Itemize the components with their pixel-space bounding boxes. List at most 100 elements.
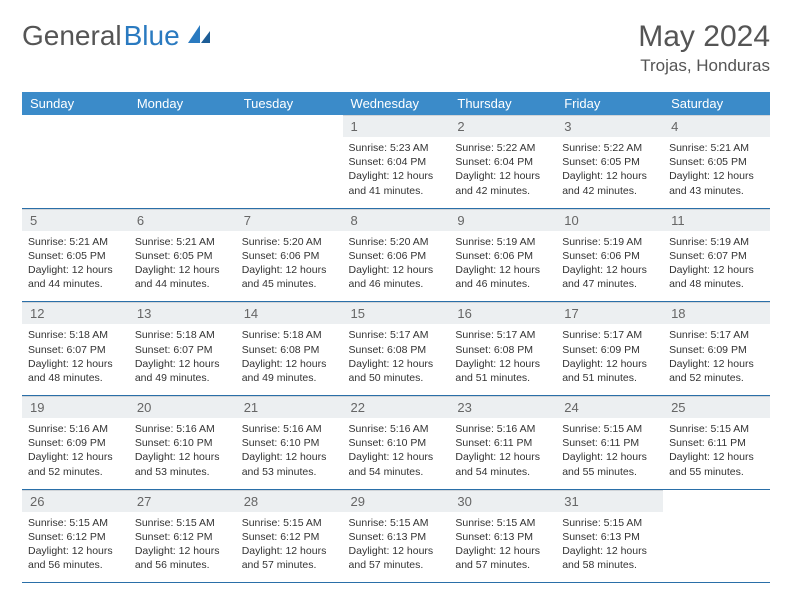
day-details: Sunrise: 5:15 AMSunset: 6:11 PMDaylight:…: [663, 418, 770, 489]
calendar-day-cell: 20Sunrise: 5:16 AMSunset: 6:10 PMDayligh…: [129, 396, 236, 490]
calendar-body: 1Sunrise: 5:23 AMSunset: 6:04 PMDaylight…: [22, 115, 770, 583]
day-details: Sunrise: 5:15 AMSunset: 6:13 PMDaylight:…: [556, 512, 663, 583]
calendar-day-cell: 24Sunrise: 5:15 AMSunset: 6:11 PMDayligh…: [556, 396, 663, 490]
title-block: May 2024 Trojas, Honduras: [638, 20, 770, 76]
day-details: Sunrise: 5:18 AMSunset: 6:08 PMDaylight:…: [236, 324, 343, 395]
day-details: Sunrise: 5:19 AMSunset: 6:06 PMDaylight:…: [556, 231, 663, 302]
weekday-header-row: SundayMondayTuesdayWednesdayThursdayFrid…: [22, 92, 770, 115]
weekday-header: Friday: [556, 92, 663, 115]
month-title: May 2024: [638, 20, 770, 54]
calendar-table: SundayMondayTuesdayWednesdayThursdayFrid…: [22, 92, 770, 583]
day-number: 4: [663, 115, 770, 137]
day-details: Sunrise: 5:15 AMSunset: 6:11 PMDaylight:…: [556, 418, 663, 489]
day-number: 10: [556, 209, 663, 231]
calendar-day-cell: 21Sunrise: 5:16 AMSunset: 6:10 PMDayligh…: [236, 396, 343, 490]
day-number: 19: [22, 396, 129, 418]
day-number: 6: [129, 209, 236, 231]
calendar-day-cell: 15Sunrise: 5:17 AMSunset: 6:08 PMDayligh…: [343, 302, 450, 396]
calendar-day-cell: 27Sunrise: 5:15 AMSunset: 6:12 PMDayligh…: [129, 489, 236, 583]
calendar-day-cell: 18Sunrise: 5:17 AMSunset: 6:09 PMDayligh…: [663, 302, 770, 396]
day-details: Sunrise: 5:19 AMSunset: 6:06 PMDaylight:…: [449, 231, 556, 302]
day-number: 17: [556, 302, 663, 324]
day-number: 23: [449, 396, 556, 418]
day-number: 5: [22, 209, 129, 231]
calendar-day-cell: 14Sunrise: 5:18 AMSunset: 6:08 PMDayligh…: [236, 302, 343, 396]
weekday-header: Thursday: [449, 92, 556, 115]
day-number: 29: [343, 490, 450, 512]
calendar-week-row: 12Sunrise: 5:18 AMSunset: 6:07 PMDayligh…: [22, 302, 770, 396]
weekday-header: Wednesday: [343, 92, 450, 115]
calendar-day-cell: 17Sunrise: 5:17 AMSunset: 6:09 PMDayligh…: [556, 302, 663, 396]
calendar-day-cell: 10Sunrise: 5:19 AMSunset: 6:06 PMDayligh…: [556, 208, 663, 302]
logo: GeneralBlue: [22, 20, 212, 52]
calendar-week-row: 5Sunrise: 5:21 AMSunset: 6:05 PMDaylight…: [22, 208, 770, 302]
day-details: Sunrise: 5:16 AMSunset: 6:09 PMDaylight:…: [22, 418, 129, 489]
day-details: Sunrise: 5:23 AMSunset: 6:04 PMDaylight:…: [343, 137, 450, 208]
calendar-day-cell: 2Sunrise: 5:22 AMSunset: 6:04 PMDaylight…: [449, 115, 556, 208]
logo-text-blue: Blue: [124, 20, 180, 52]
calendar-day-cell: 22Sunrise: 5:16 AMSunset: 6:10 PMDayligh…: [343, 396, 450, 490]
location: Trojas, Honduras: [638, 56, 770, 76]
day-number: 27: [129, 490, 236, 512]
calendar-day-cell: 3Sunrise: 5:22 AMSunset: 6:05 PMDaylight…: [556, 115, 663, 208]
day-details: Sunrise: 5:15 AMSunset: 6:12 PMDaylight:…: [236, 512, 343, 583]
day-details: Sunrise: 5:22 AMSunset: 6:05 PMDaylight:…: [556, 137, 663, 208]
calendar-day-cell: 4Sunrise: 5:21 AMSunset: 6:05 PMDaylight…: [663, 115, 770, 208]
day-number: 18: [663, 302, 770, 324]
day-number: 3: [556, 115, 663, 137]
calendar-day-cell: 19Sunrise: 5:16 AMSunset: 6:09 PMDayligh…: [22, 396, 129, 490]
day-number: 8: [343, 209, 450, 231]
day-details: Sunrise: 5:16 AMSunset: 6:11 PMDaylight:…: [449, 418, 556, 489]
calendar-day-cell: 23Sunrise: 5:16 AMSunset: 6:11 PMDayligh…: [449, 396, 556, 490]
day-details: Sunrise: 5:16 AMSunset: 6:10 PMDaylight:…: [129, 418, 236, 489]
calendar-day-cell: 16Sunrise: 5:17 AMSunset: 6:08 PMDayligh…: [449, 302, 556, 396]
calendar-day-cell: 31Sunrise: 5:15 AMSunset: 6:13 PMDayligh…: [556, 489, 663, 583]
day-details: Sunrise: 5:18 AMSunset: 6:07 PMDaylight:…: [129, 324, 236, 395]
day-number: 21: [236, 396, 343, 418]
day-number: 15: [343, 302, 450, 324]
calendar-day-cell: [663, 489, 770, 583]
day-number: 24: [556, 396, 663, 418]
day-number: 31: [556, 490, 663, 512]
day-details: Sunrise: 5:21 AMSunset: 6:05 PMDaylight:…: [129, 231, 236, 302]
calendar-day-cell: [236, 115, 343, 208]
calendar-day-cell: 25Sunrise: 5:15 AMSunset: 6:11 PMDayligh…: [663, 396, 770, 490]
day-details: Sunrise: 5:15 AMSunset: 6:12 PMDaylight:…: [22, 512, 129, 583]
calendar-day-cell: 6Sunrise: 5:21 AMSunset: 6:05 PMDaylight…: [129, 208, 236, 302]
calendar-day-cell: 12Sunrise: 5:18 AMSunset: 6:07 PMDayligh…: [22, 302, 129, 396]
day-number: 7: [236, 209, 343, 231]
day-number: 26: [22, 490, 129, 512]
day-details: Sunrise: 5:17 AMSunset: 6:08 PMDaylight:…: [449, 324, 556, 395]
day-details: Sunrise: 5:17 AMSunset: 6:09 PMDaylight:…: [663, 324, 770, 395]
day-number: 9: [449, 209, 556, 231]
day-number: 12: [22, 302, 129, 324]
day-number: 14: [236, 302, 343, 324]
calendar-day-cell: 11Sunrise: 5:19 AMSunset: 6:07 PMDayligh…: [663, 208, 770, 302]
day-details: Sunrise: 5:21 AMSunset: 6:05 PMDaylight:…: [22, 231, 129, 302]
day-details: Sunrise: 5:17 AMSunset: 6:09 PMDaylight:…: [556, 324, 663, 395]
weekday-header: Tuesday: [236, 92, 343, 115]
day-number: 2: [449, 115, 556, 137]
day-number: 11: [663, 209, 770, 231]
day-details: Sunrise: 5:22 AMSunset: 6:04 PMDaylight:…: [449, 137, 556, 208]
day-number: 16: [449, 302, 556, 324]
calendar-day-cell: 30Sunrise: 5:15 AMSunset: 6:13 PMDayligh…: [449, 489, 556, 583]
day-number: 28: [236, 490, 343, 512]
logo-text-general: General: [22, 20, 122, 52]
calendar-day-cell: 28Sunrise: 5:15 AMSunset: 6:12 PMDayligh…: [236, 489, 343, 583]
day-details: Sunrise: 5:16 AMSunset: 6:10 PMDaylight:…: [236, 418, 343, 489]
day-number: 1: [343, 115, 450, 137]
day-details: Sunrise: 5:17 AMSunset: 6:08 PMDaylight:…: [343, 324, 450, 395]
day-details: Sunrise: 5:15 AMSunset: 6:13 PMDaylight:…: [449, 512, 556, 583]
calendar-day-cell: 13Sunrise: 5:18 AMSunset: 6:07 PMDayligh…: [129, 302, 236, 396]
calendar-day-cell: 5Sunrise: 5:21 AMSunset: 6:05 PMDaylight…: [22, 208, 129, 302]
weekday-header: Monday: [129, 92, 236, 115]
weekday-header: Sunday: [22, 92, 129, 115]
day-details: Sunrise: 5:15 AMSunset: 6:13 PMDaylight:…: [343, 512, 450, 583]
calendar-day-cell: 9Sunrise: 5:19 AMSunset: 6:06 PMDaylight…: [449, 208, 556, 302]
day-details: Sunrise: 5:19 AMSunset: 6:07 PMDaylight:…: [663, 231, 770, 302]
sail-icon: [186, 20, 212, 52]
calendar-week-row: 1Sunrise: 5:23 AMSunset: 6:04 PMDaylight…: [22, 115, 770, 208]
day-details: Sunrise: 5:16 AMSunset: 6:10 PMDaylight:…: [343, 418, 450, 489]
calendar-day-cell: 29Sunrise: 5:15 AMSunset: 6:13 PMDayligh…: [343, 489, 450, 583]
